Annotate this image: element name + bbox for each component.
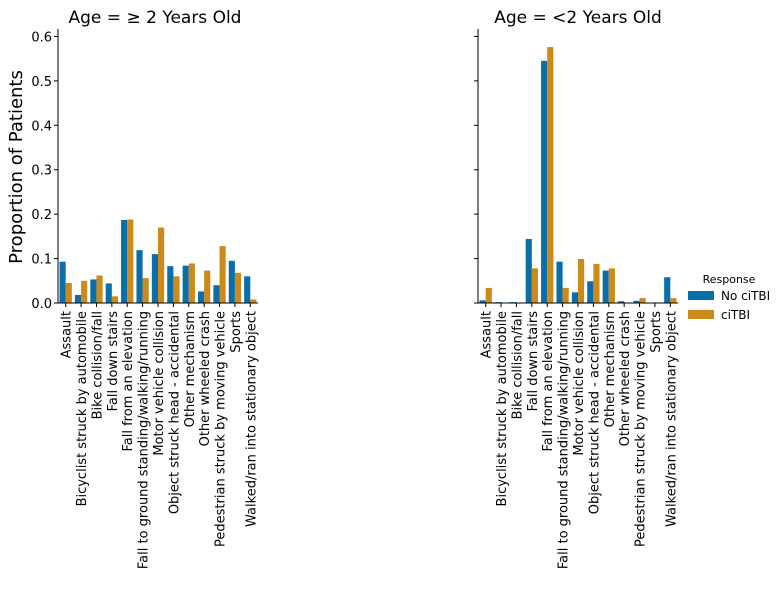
bar-citbi-fall-from-an-elevation <box>547 47 554 303</box>
bar-citbi-walked-ran-into-stationary-object <box>250 299 257 303</box>
bar-no-citbi-pedestrian-struck-by-moving-vehicle <box>633 300 640 303</box>
x-tick-label-fall-to-ground-standing-walking-running: Fall to ground standing/walking/running <box>137 311 152 569</box>
bar-no-citbi-fall-to-ground-standing-walking-running <box>136 250 143 303</box>
bar-no-citbi-walked-ran-into-stationary-object <box>664 277 671 303</box>
bar-no-citbi-bike-collision-fall <box>90 279 97 303</box>
x-tick-label-other-mechanism: Other mechanism <box>183 311 198 427</box>
legend-label-citbi: ciTBI <box>721 308 750 322</box>
x-tick-label-fall-down-stairs: Fall down stairs <box>526 311 541 412</box>
bar-citbi-bike-collision-fall <box>96 275 103 303</box>
bar-no-citbi-fall-down-stairs <box>105 283 112 303</box>
y-tick-label: 0.2 <box>31 208 52 223</box>
bar-no-citbi-other-mechanism <box>602 270 609 303</box>
x-tick-label-walked-ran-into-stationary-object: Walked/ran into stationary object <box>664 311 679 527</box>
y-axis-label: Proportion of Patients <box>6 70 27 264</box>
x-tick-label-fall-to-ground-standing-walking-running: Fall to ground standing/walking/running <box>557 311 572 569</box>
x-tick-label-fall-from-an-elevation: Fall from an elevation <box>121 311 136 452</box>
x-tick-label-object-struck-head-accidental: Object struck head - accidental <box>587 311 602 514</box>
bar-citbi-motor-vehicle-collision <box>578 259 585 303</box>
bar-citbi-fall-to-ground-standing-walking-running <box>142 278 149 303</box>
bar-no-citbi-fall-to-ground-standing-walking-running <box>556 261 563 303</box>
x-tick-label-assault: Assault <box>480 311 495 358</box>
bar-no-citbi-walked-ran-into-stationary-object <box>244 276 251 303</box>
x-tick-label-fall-from-an-elevation: Fall from an elevation <box>541 311 556 452</box>
x-tick-label-fall-down-stairs: Fall down stairs <box>106 311 121 412</box>
panel-title: Age = <2 Years Old <box>494 8 662 28</box>
bar-no-citbi-other-wheeled-crash <box>618 301 625 303</box>
bar-citbi-other-mechanism <box>188 263 195 303</box>
y-tick-label: 0.3 <box>31 164 52 179</box>
y-tick-label: 0.4 <box>31 119 52 134</box>
bar-no-citbi-sports <box>228 260 235 303</box>
legend-label-no-citbi: No ciTBI <box>721 289 770 303</box>
x-tick-label-other-mechanism: Other mechanism <box>603 311 618 427</box>
panel-age-under-2: Age = <2 Years Old Assault Bicyclist struc… <box>474 8 679 569</box>
bar-no-citbi-other-mechanism <box>182 265 189 303</box>
x-tick-label-pedestrian-struck-by-moving-vehicle: Pedestrian struck by moving vehicle <box>214 311 229 547</box>
legend: Response No ciTBI ciTBI <box>688 273 770 322</box>
x-tick-label-sports: Sports <box>229 311 244 353</box>
y-tick-label: 0.6 <box>31 30 52 45</box>
bar-citbi-fall-down-stairs <box>111 296 118 303</box>
x-tick-label-pedestrian-struck-by-moving-vehicle: Pedestrian struck by moving vehicle <box>634 311 649 547</box>
bar-no-citbi-pedestrian-struck-by-moving-vehicle <box>213 285 220 303</box>
bar-citbi-walked-ran-into-stationary-object <box>670 298 677 303</box>
legend-title: Response <box>703 273 756 286</box>
bar-citbi-motor-vehicle-collision <box>158 227 165 303</box>
bar-no-citbi-fall-from-an-elevation <box>541 60 548 303</box>
bar-no-citbi-assault <box>479 300 486 303</box>
bar-citbi-fall-from-an-elevation <box>127 219 134 303</box>
bar-citbi-object-struck-head-accidental <box>593 263 600 303</box>
bar-no-citbi-assault <box>59 261 66 303</box>
x-tick-label-other-wheeled-crash: Other wheeled crash <box>618 311 633 446</box>
x-tick-label-walked-ran-into-stationary-object: Walked/ran into stationary object <box>244 311 259 527</box>
bar-citbi-fall-down-stairs <box>531 268 538 303</box>
bar-citbi-assault <box>485 287 492 303</box>
x-tick-label-motor-vehicle-collision: Motor vehicle collision <box>572 311 587 456</box>
bar-citbi-other-mechanism <box>608 268 615 303</box>
bar-citbi-bicyclist-struck-by-automobile <box>81 280 88 303</box>
y-tick-label: 0.5 <box>31 75 52 90</box>
bar-no-citbi-fall-from-an-elevation <box>121 219 128 303</box>
y-tick-label: 0.0 <box>31 297 52 312</box>
bar-citbi-object-struck-head-accidental <box>173 276 180 303</box>
x-tick-label-other-wheeled-crash: Other wheeled crash <box>198 311 213 446</box>
x-tick-label-bike-collision-fall: Bike collision/fall <box>510 311 525 419</box>
x-tick-label-bicyclist-struck-by-automobile: Bicyclist struck by automobile <box>495 311 510 506</box>
bar-citbi-sports <box>234 272 242 303</box>
panel-title: Age = ≥ 2 Years Old <box>69 8 242 28</box>
bar-citbi-other-wheeled-crash <box>204 270 211 303</box>
legend-swatch-citbi <box>688 310 714 319</box>
bar-no-citbi-other-wheeled-crash <box>198 291 205 303</box>
x-tick-label-bike-collision-fall: Bike collision/fall <box>90 311 105 419</box>
x-tick-label-sports: Sports <box>649 311 664 353</box>
bar-no-citbi-object-struck-head-accidental <box>587 281 594 303</box>
bar-no-citbi-fall-down-stairs <box>525 239 532 303</box>
bar-citbi-assault <box>65 283 72 303</box>
bar-citbi-pedestrian-struck-by-moving-vehicle <box>639 298 646 303</box>
bar-no-citbi-motor-vehicle-collision <box>571 292 578 303</box>
bar-citbi-pedestrian-struck-by-moving-vehicle <box>219 246 226 303</box>
legend-swatch-no-citbi <box>688 291 714 300</box>
bar-no-citbi-object-struck-head-accidental <box>167 266 174 303</box>
bar-no-citbi-bicyclist-struck-by-automobile <box>74 295 82 303</box>
panel-age-2-plus: Age = ≥ 2 Years Old 0.0 0.1 0.2 0.3 0.4 0.5 0.6… <box>31 8 259 569</box>
y-tick-label: 0.1 <box>31 253 52 268</box>
bar-citbi-fall-to-ground-standing-walking-running <box>562 287 569 303</box>
x-tick-label-motor-vehicle-collision: Motor vehicle collision <box>152 311 167 456</box>
x-tick-label-bicyclist-struck-by-automobile: Bicyclist struck by automobile <box>75 311 90 506</box>
bar-no-citbi-motor-vehicle-collision <box>151 254 158 303</box>
x-tick-label-assault: Assault <box>60 311 75 358</box>
x-tick-label-object-struck-head-accidental: Object struck head - accidental <box>167 311 182 514</box>
